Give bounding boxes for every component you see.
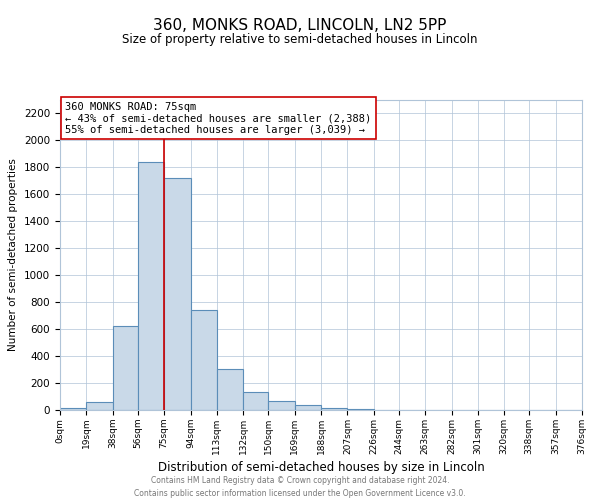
- X-axis label: Distribution of semi-detached houses by size in Lincoln: Distribution of semi-detached houses by …: [158, 461, 484, 474]
- Bar: [113, 326, 138, 410]
- Bar: [295, 404, 321, 410]
- Bar: [268, 400, 295, 410]
- Bar: [243, 392, 268, 410]
- Bar: [86, 402, 113, 410]
- Bar: [191, 310, 217, 410]
- Bar: [164, 178, 191, 410]
- Text: Size of property relative to semi-detached houses in Lincoln: Size of property relative to semi-detach…: [122, 32, 478, 46]
- Text: Contains HM Land Registry data © Crown copyright and database right 2024.
Contai: Contains HM Land Registry data © Crown c…: [134, 476, 466, 498]
- Text: 360 MONKS ROAD: 75sqm
← 43% of semi-detached houses are smaller (2,388)
55% of s: 360 MONKS ROAD: 75sqm ← 43% of semi-deta…: [65, 102, 371, 134]
- Bar: [138, 162, 164, 410]
- Text: 360, MONKS ROAD, LINCOLN, LN2 5PP: 360, MONKS ROAD, LINCOLN, LN2 5PP: [154, 18, 446, 32]
- Bar: [321, 408, 347, 410]
- Y-axis label: Number of semi-detached properties: Number of semi-detached properties: [8, 158, 19, 352]
- Bar: [60, 408, 86, 410]
- Bar: [217, 369, 243, 410]
